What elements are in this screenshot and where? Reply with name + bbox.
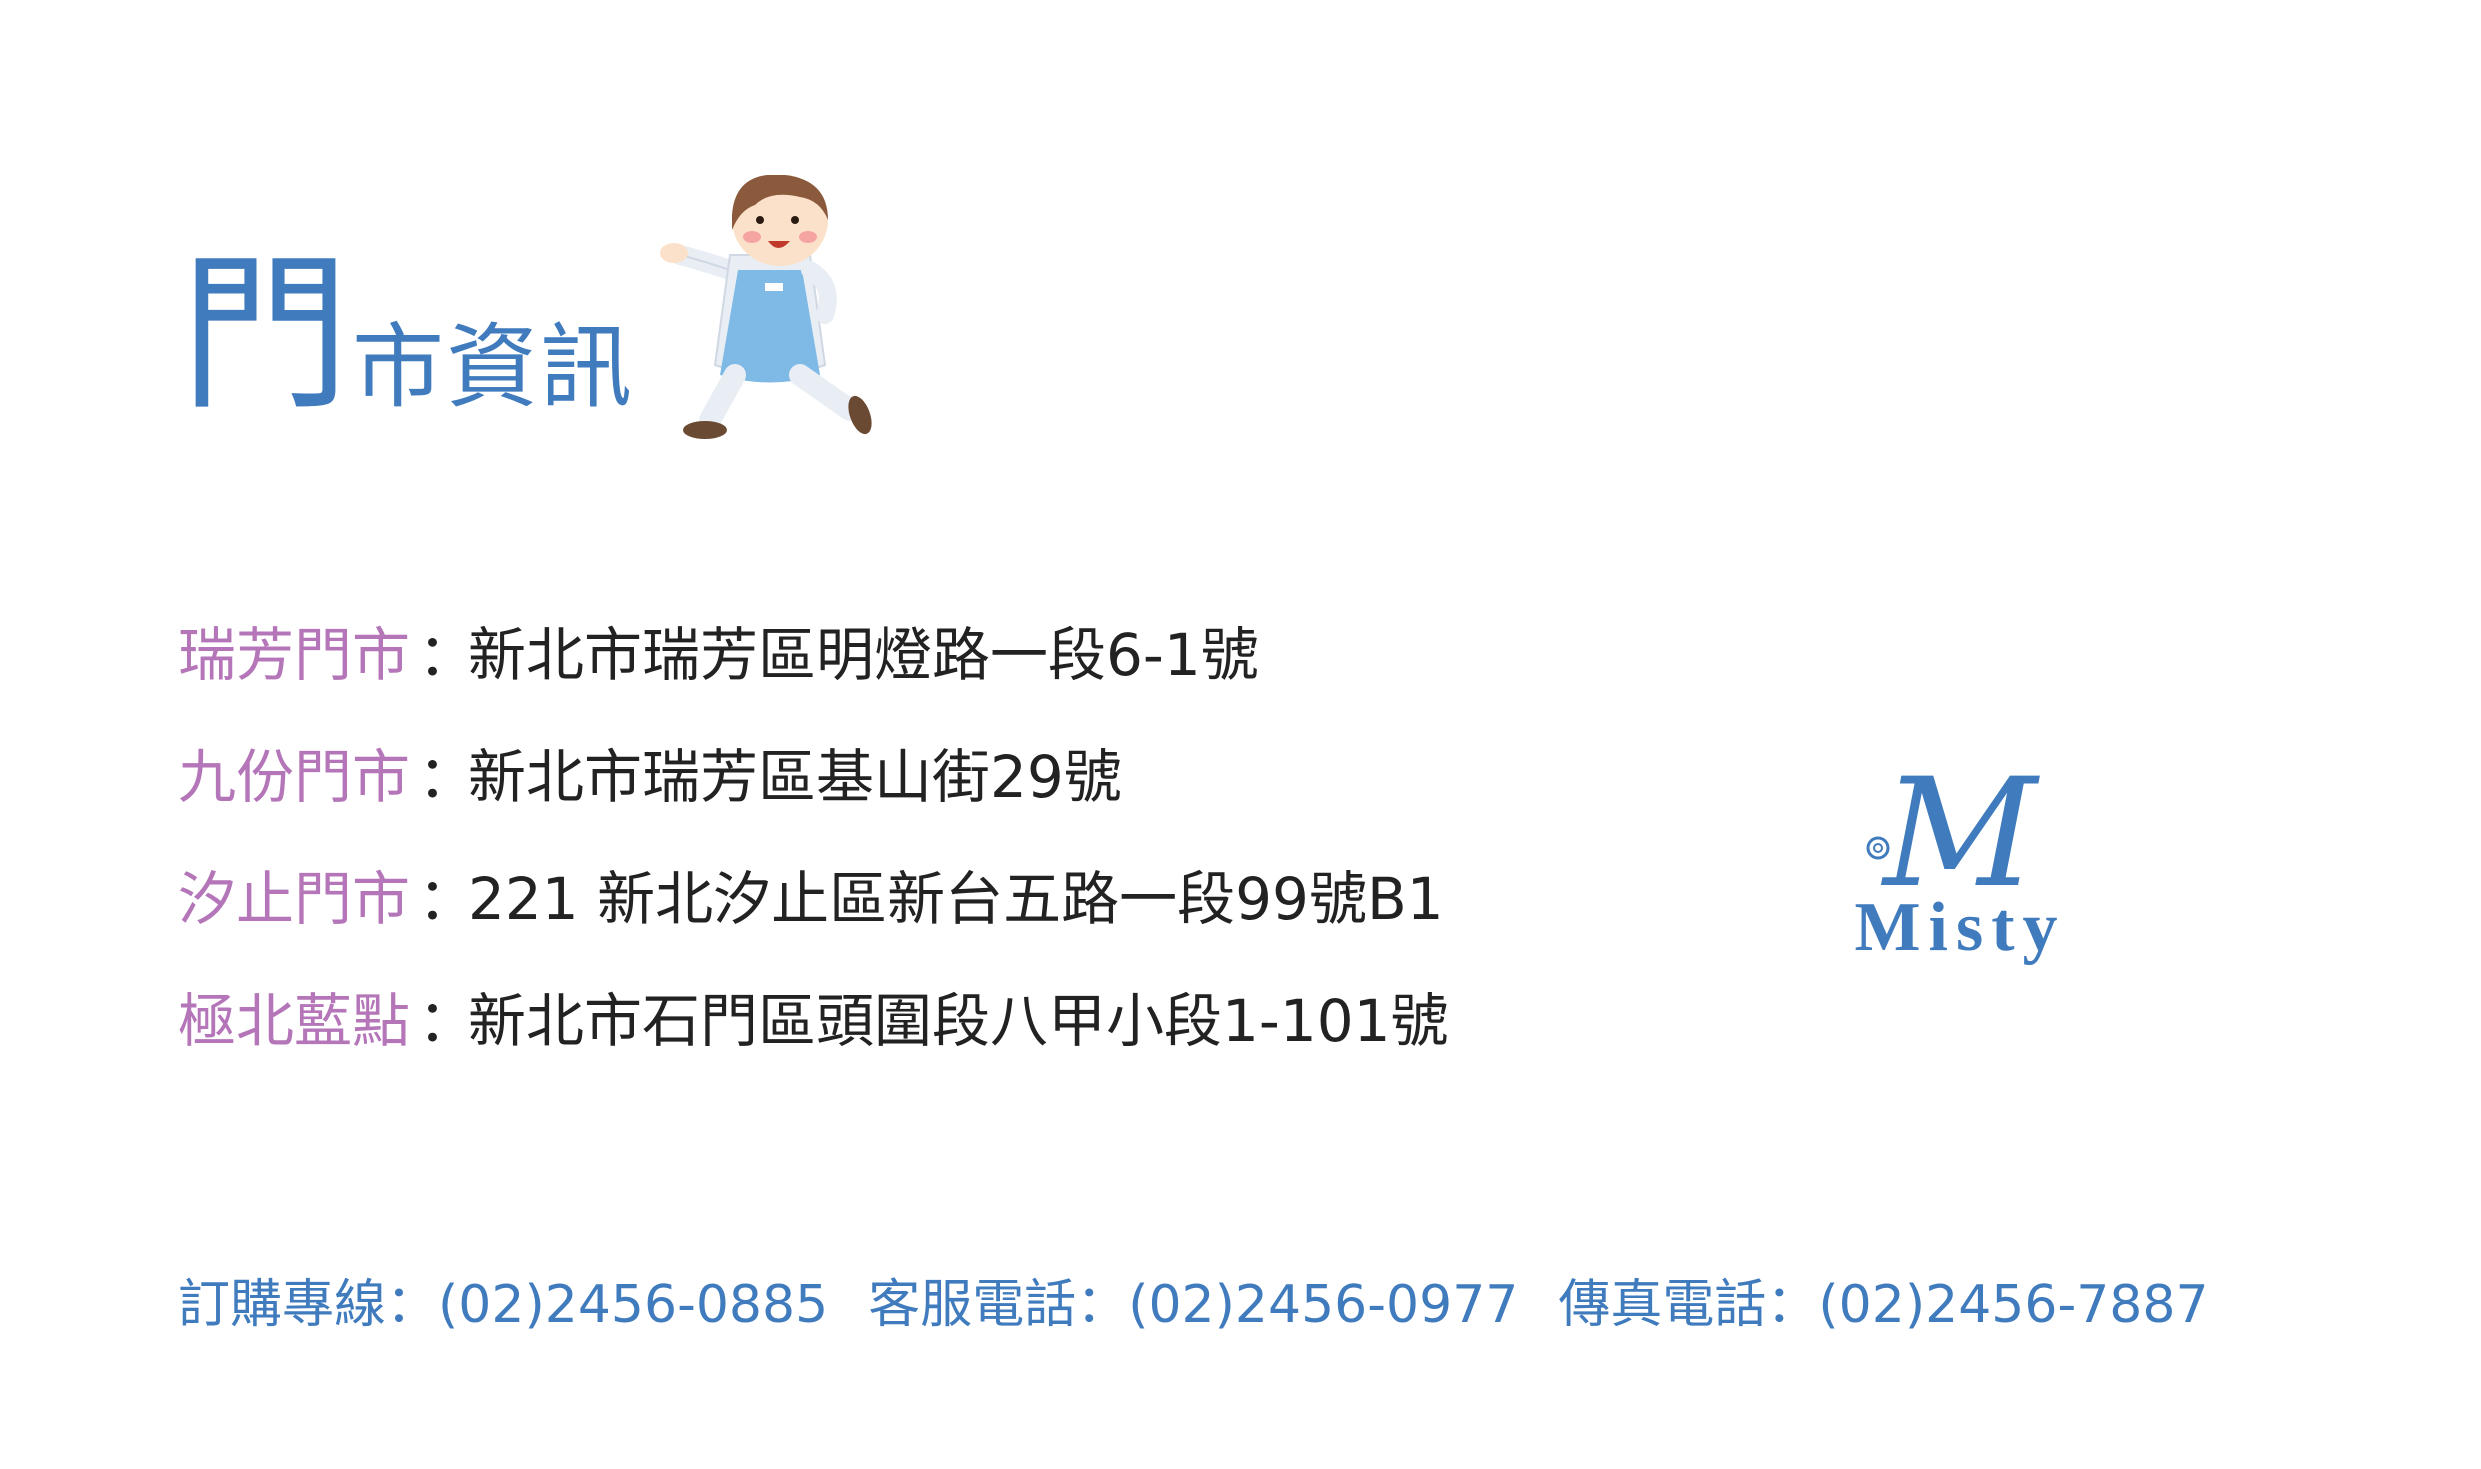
logo-text: Misty <box>1854 889 2065 966</box>
store-list: 瑞芳門市 ：新北市瑞芳區明燈路一段6-1號 九份門市 ：新北市瑞芳區基山街29號 汐… <box>178 610 1449 1098</box>
store-name: 九份門市 <box>178 743 411 811</box>
list-item: 瑞芳門市 ：新北市瑞芳區明燈路一段6-1號 <box>178 610 1449 732</box>
store-colon: ： <box>418 743 477 811</box>
clerk-mascot-illustration <box>660 175 872 439</box>
order-hotline: 訂購專線：(02)2456-0885 <box>178 1275 829 1335</box>
logo-monogram: M <box>1880 770 2040 921</box>
fax-number: 傳真電話：(02)2456-7887 <box>1558 1275 2209 1335</box>
store-address: 221 新北汐止區新台五路一段99號B1 <box>468 865 1444 933</box>
store-address: 新北市石門區頭圍段八甲小段1-101號 <box>468 987 1449 1055</box>
store-name: 極北藍點 <box>178 987 411 1055</box>
service-phone: 客服電話：(02)2456-0977 <box>868 1275 1519 1335</box>
store-colon: ： <box>418 621 477 689</box>
store-name: 瑞芳門市 <box>178 621 411 689</box>
list-item: 極北藍點 ：新北市石門區頭圍段八甲小段1-101號 <box>178 976 1449 1098</box>
page-title-rest: 市資訊 <box>352 314 635 421</box>
store-colon: ： <box>418 865 477 933</box>
store-colon: ： <box>418 987 477 1055</box>
list-item: 九份門市 ：新北市瑞芳區基山街29號 <box>178 732 1449 854</box>
store-name: 汐止門市 <box>178 865 411 933</box>
page-title: 門市資訊 <box>180 250 634 420</box>
store-address: 新北市瑞芳區基山街29號 <box>468 743 1122 811</box>
contact-bar: 訂購專線：(02)2456-0885 客服電話：(02)2456-0977 傳真電話… <box>178 1270 2249 1340</box>
list-item: 汐止門市 ：221 新北汐止區新台五路一段99號B1 <box>178 854 1449 976</box>
page-title-big: 門 <box>180 236 350 434</box>
store-address: 新北市瑞芳區明燈路一段6-1號 <box>468 621 1259 689</box>
misty-logo: M Misty <box>1854 770 2065 966</box>
